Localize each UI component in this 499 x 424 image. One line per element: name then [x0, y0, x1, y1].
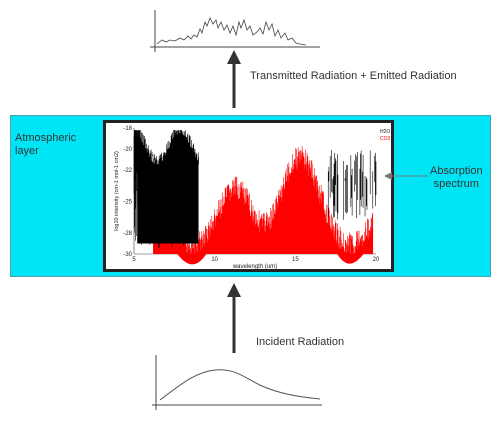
layer-label-line2: layer	[15, 145, 39, 157]
y-tick-label: -25	[123, 200, 132, 206]
y-tick-label: -18	[123, 126, 132, 132]
spectrum-x-label: wavelength (um)	[232, 264, 277, 270]
transmitted-spectrum-plot	[150, 10, 320, 52]
absorption-pointer-arrow	[384, 172, 428, 180]
absorption-spectrum-label: Absorption spectrum	[430, 165, 483, 191]
legend-entry-h2o: H2O	[380, 129, 390, 135]
series-h2o-line	[133, 130, 377, 248]
x-tick-label: 15	[292, 257, 299, 263]
incident-blackbody-curve	[159, 369, 321, 401]
transmitted-spectrum-curve	[156, 17, 307, 46]
y-tick-label: -20	[123, 147, 132, 153]
y-tick-label: -28	[123, 231, 132, 237]
transmitted-radiation-label: Transmitted Radiation + Emitted Radiatio…	[250, 70, 457, 82]
legend-entry-co2: CO2	[380, 136, 391, 142]
absorption-label-line1: Absorption	[430, 165, 483, 177]
y-tick-label: -30	[123, 252, 132, 258]
layer-label-line1: Atmospheric	[15, 132, 77, 144]
x-tick-label: 20	[373, 257, 380, 263]
incident-spectrum-plot	[152, 355, 322, 410]
spectrum-y-label: log10 intensity (cm-1 mol-1 cm2)	[114, 151, 120, 231]
up-arrow-top	[227, 50, 241, 108]
absorption-spectrum-chart: 5 10 15 20 -18 -20 -22 -25 -28 -30 wavelength (um…	[114, 126, 391, 270]
y-tick-label: -22	[123, 168, 132, 174]
atmospheric-layer-label: Atmospheric layer	[15, 132, 76, 158]
absorption-label-line2: spectrum	[433, 178, 479, 190]
x-tick-label: 10	[211, 257, 218, 263]
x-tick-label: 5	[132, 257, 136, 263]
up-arrow-bottom	[227, 283, 241, 353]
incident-radiation-label: Incident Radiation	[256, 336, 345, 348]
